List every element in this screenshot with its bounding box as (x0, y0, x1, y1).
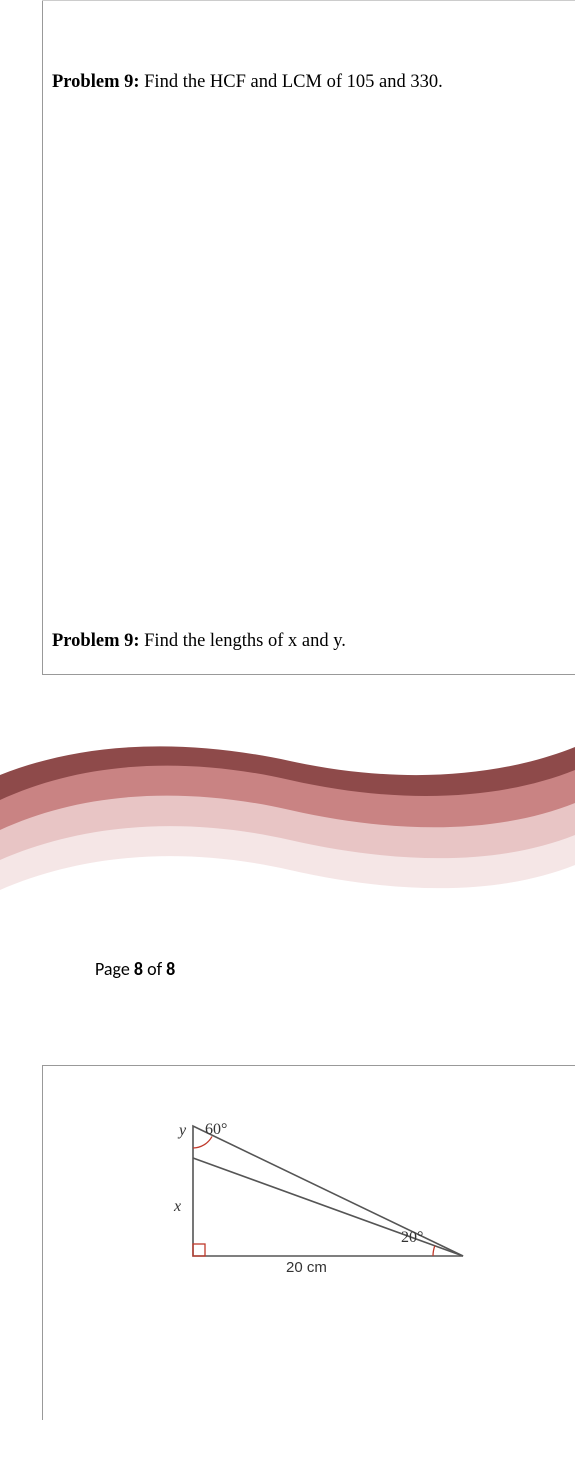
label-base: 20 cm (286, 1259, 327, 1276)
top-page-section: Problem 9: Find the HCF and LCM of 105 a… (0, 0, 575, 675)
label-x: x (174, 1198, 181, 1216)
problem-9b-text: Find the lengths of x and y. (140, 631, 346, 651)
bottom-border (42, 674, 575, 675)
problem-9a: Problem 9: Find the HCF and LCM of 105 a… (50, 58, 565, 97)
page-sep: of (143, 958, 166, 980)
decorative-wave (0, 715, 575, 900)
triangle-diagram: y 60° x 20° 20 cm (173, 1118, 473, 1288)
problem-9b: Problem 9: Find the lengths of x and y. (50, 617, 565, 656)
label-20deg: 20° (401, 1229, 423, 1247)
label-60deg: 60° (205, 1121, 227, 1139)
problem-9b-heading: Problem 9: (52, 631, 140, 651)
top-border (42, 0, 575, 1)
label-y: y (179, 1122, 186, 1140)
page-indicator: Page 8 of 8 (95, 958, 575, 980)
workspace-9a (50, 97, 565, 617)
problem-9a-heading: Problem 9: (52, 72, 140, 92)
lower-page-section: y 60° x 20° 20 cm (42, 1065, 575, 1420)
page-left-border (42, 0, 43, 675)
page-total: 8 (166, 958, 175, 980)
page-prefix: Page (95, 958, 134, 980)
page-current: 8 (134, 958, 143, 980)
problem-9a-text: Find the HCF and LCM of 105 and 330. (140, 72, 443, 92)
